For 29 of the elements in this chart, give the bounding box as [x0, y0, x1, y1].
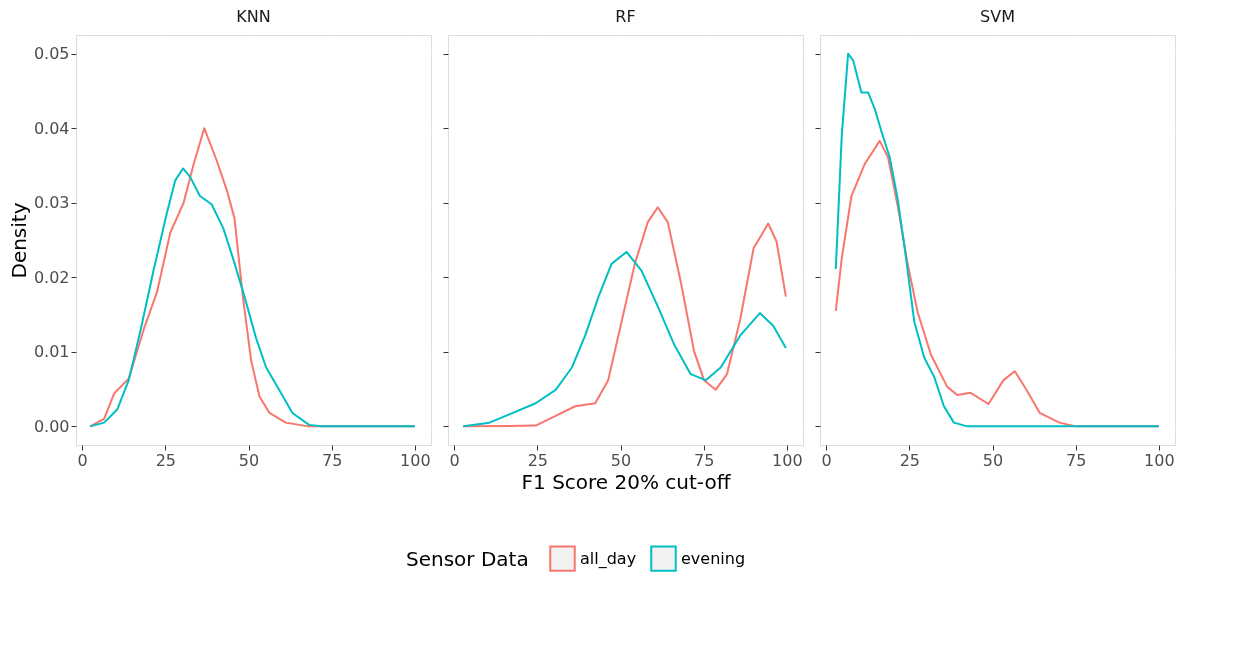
y-tick-label: 0.02 [33, 267, 70, 287]
legend-title: Sensor Data [406, 547, 529, 571]
y-tick-label: 0.04 [33, 118, 70, 138]
x-tick-label: 75 [694, 450, 715, 470]
x-tick-label: 75 [322, 450, 343, 470]
chart-title: RF [615, 7, 636, 26]
x-tick-label: 25 [899, 450, 921, 470]
y-tick-label: 0.05 [33, 44, 70, 64]
x-tick-label: 100 [772, 450, 803, 470]
x-tick-label: 0 [449, 450, 460, 470]
x-tick-label: 0 [77, 450, 88, 470]
x-tick-label: 100 [1144, 450, 1175, 470]
y-tick-label: 0.03 [33, 193, 70, 213]
x-tick-label: 75 [1066, 450, 1087, 470]
y-tick-label: 0.00 [33, 416, 70, 436]
x-tick-label: 50 [610, 450, 632, 470]
x-tick-label: 50 [238, 450, 260, 470]
legend-label: evening [681, 548, 746, 568]
x-tick-label: 100 [400, 450, 431, 470]
legend-label: all_day [580, 548, 637, 569]
y-tick-label: 0.01 [33, 342, 70, 362]
x-tick-label: 25 [155, 450, 177, 470]
x-tick-label: 0 [821, 450, 832, 470]
x-tick-label: 50 [982, 450, 1004, 470]
chart-title: KNN [236, 7, 271, 26]
y-axis-title: Density [6, 202, 31, 279]
chart-title: SVM [980, 7, 1015, 26]
x-tick-label: 25 [527, 450, 549, 470]
x-axis-title: F1 Score 20% cut-off [521, 469, 732, 494]
